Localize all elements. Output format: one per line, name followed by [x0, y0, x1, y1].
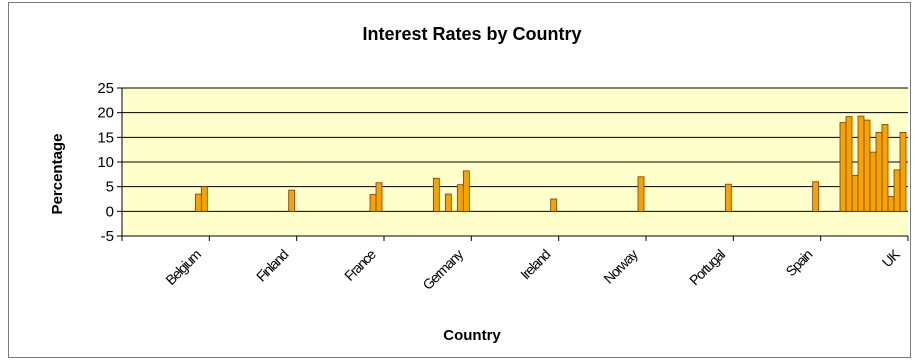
- bar-spain: [812, 181, 820, 212]
- x-tick-label-ireland: Ireland: [517, 247, 553, 283]
- bar-norway: [637, 176, 645, 212]
- x-tick-label-norway: Norway: [600, 246, 641, 287]
- bar-uk: [893, 169, 901, 212]
- bar-germany: [462, 170, 470, 212]
- x-tick-label-uk: UK: [879, 246, 904, 271]
- y-tick-label: 20: [97, 105, 114, 122]
- chart-title: Interest Rates by Country: [362, 24, 581, 44]
- y-tick-label: 10: [97, 154, 114, 171]
- bar-uk: [869, 151, 877, 212]
- x-tick-label-germany: Germany: [419, 246, 466, 293]
- x-tick-label-france: France: [341, 246, 379, 284]
- bar-uk: [851, 174, 859, 212]
- bar-uk: [857, 115, 865, 212]
- bar-uk: [863, 119, 871, 212]
- bar-france: [369, 194, 377, 212]
- y-tick-label: 5: [106, 179, 114, 196]
- bar-germany: [432, 177, 440, 212]
- bar-uk: [875, 131, 883, 212]
- x-tick-label-belgium: Belgium: [162, 246, 204, 288]
- bar-uk: [899, 131, 907, 212]
- bar-germany: [444, 193, 452, 212]
- bar-france: [375, 182, 383, 212]
- x-axis-title: Country: [443, 327, 501, 344]
- y-tick-label: 0: [106, 203, 114, 220]
- bar-uk: [839, 122, 847, 212]
- bar-portugal: [724, 183, 732, 212]
- plot-area: -5 0 5 10 15 20 25 Belgium Finland France Germany I…: [97, 80, 909, 293]
- bar-ireland: [550, 198, 558, 212]
- y-tick-label: -5: [101, 228, 114, 245]
- bar-uk: [845, 116, 853, 212]
- y-axis-title: Percentage: [49, 134, 66, 215]
- bar-belgium: [200, 186, 208, 212]
- y-tick-label: 25: [97, 80, 114, 97]
- bar-belgium: [194, 193, 202, 212]
- bar-finland: [288, 189, 296, 212]
- y-tick-label: 15: [97, 129, 114, 146]
- bar-uk: [887, 196, 895, 212]
- x-tick-label-spain: Spain: [782, 247, 815, 280]
- x-tick-label-finland: Finland: [253, 247, 291, 285]
- bar-uk: [881, 124, 889, 212]
- bar-germany: [456, 184, 464, 212]
- x-tick-label-portugal: Portugal: [686, 246, 728, 288]
